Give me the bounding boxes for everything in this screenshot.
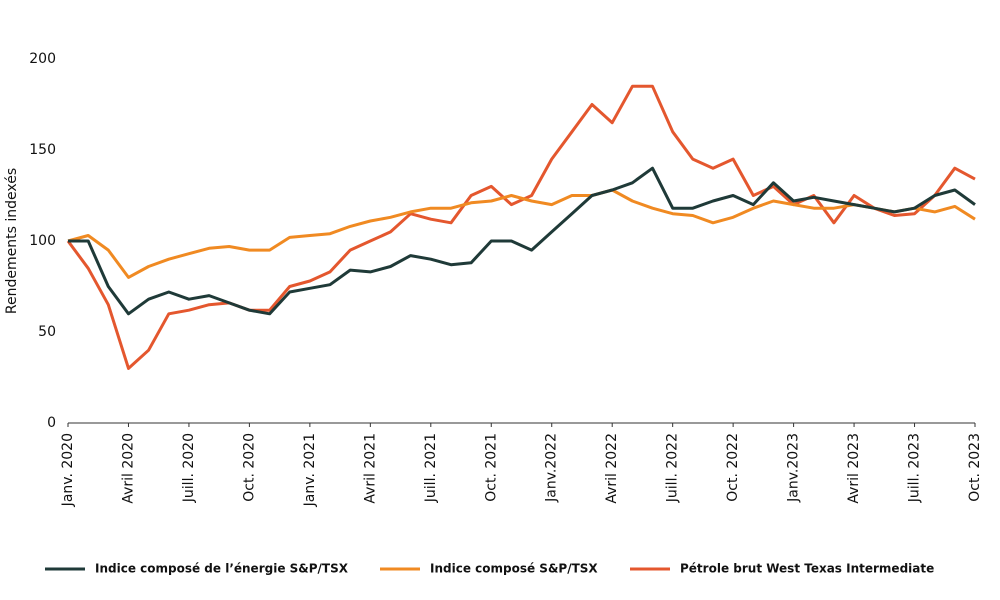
x-tick-label: Avril 2023 [846, 433, 862, 504]
x-tick-label: Oct. 2021 [483, 433, 499, 502]
x-tick-label: Avril 2021 [362, 433, 378, 504]
x-tick-label: Juill. 2020 [181, 433, 197, 503]
series-line [67, 188, 976, 279]
x-tick-label: Juill. 2023 [907, 433, 923, 503]
x-tick-label: Avril 2022 [604, 433, 620, 504]
x-tick-label: Janv.2022 [544, 433, 560, 503]
x-tick-label: Janv. 2021 [302, 433, 318, 507]
y-tick-label: 100 [29, 233, 56, 249]
x-tick-label: Janv. 2020 [60, 433, 76, 507]
x-tick-label: Oct. 2023 [967, 433, 983, 502]
x-tick-label: Oct. 2020 [241, 433, 257, 502]
y-tick-label: 150 [29, 142, 56, 158]
x-tick-label: Juill. 2021 [423, 433, 439, 503]
x-tick-label: Avril 2020 [120, 433, 136, 504]
legend-label: Indice composé de l’énergie S&P/TSX [95, 562, 349, 576]
x-tick-label: Juill. 2022 [665, 433, 681, 503]
legend-label: Pétrole brut West Texas Intermediate [680, 562, 934, 576]
x-tick-label: Oct. 2022 [725, 433, 741, 502]
y-tick-label: 200 [29, 51, 56, 67]
series-line [68, 166, 976, 316]
y-tick-label: 0 [47, 415, 56, 431]
legend-label: Indice composé S&P/TSX [430, 562, 598, 576]
x-tick-label: Janv.2023 [786, 433, 802, 503]
series-line [66, 84, 976, 370]
y-axis-label: Rendements indexés [4, 168, 20, 314]
y-tick-label: 50 [38, 324, 56, 340]
